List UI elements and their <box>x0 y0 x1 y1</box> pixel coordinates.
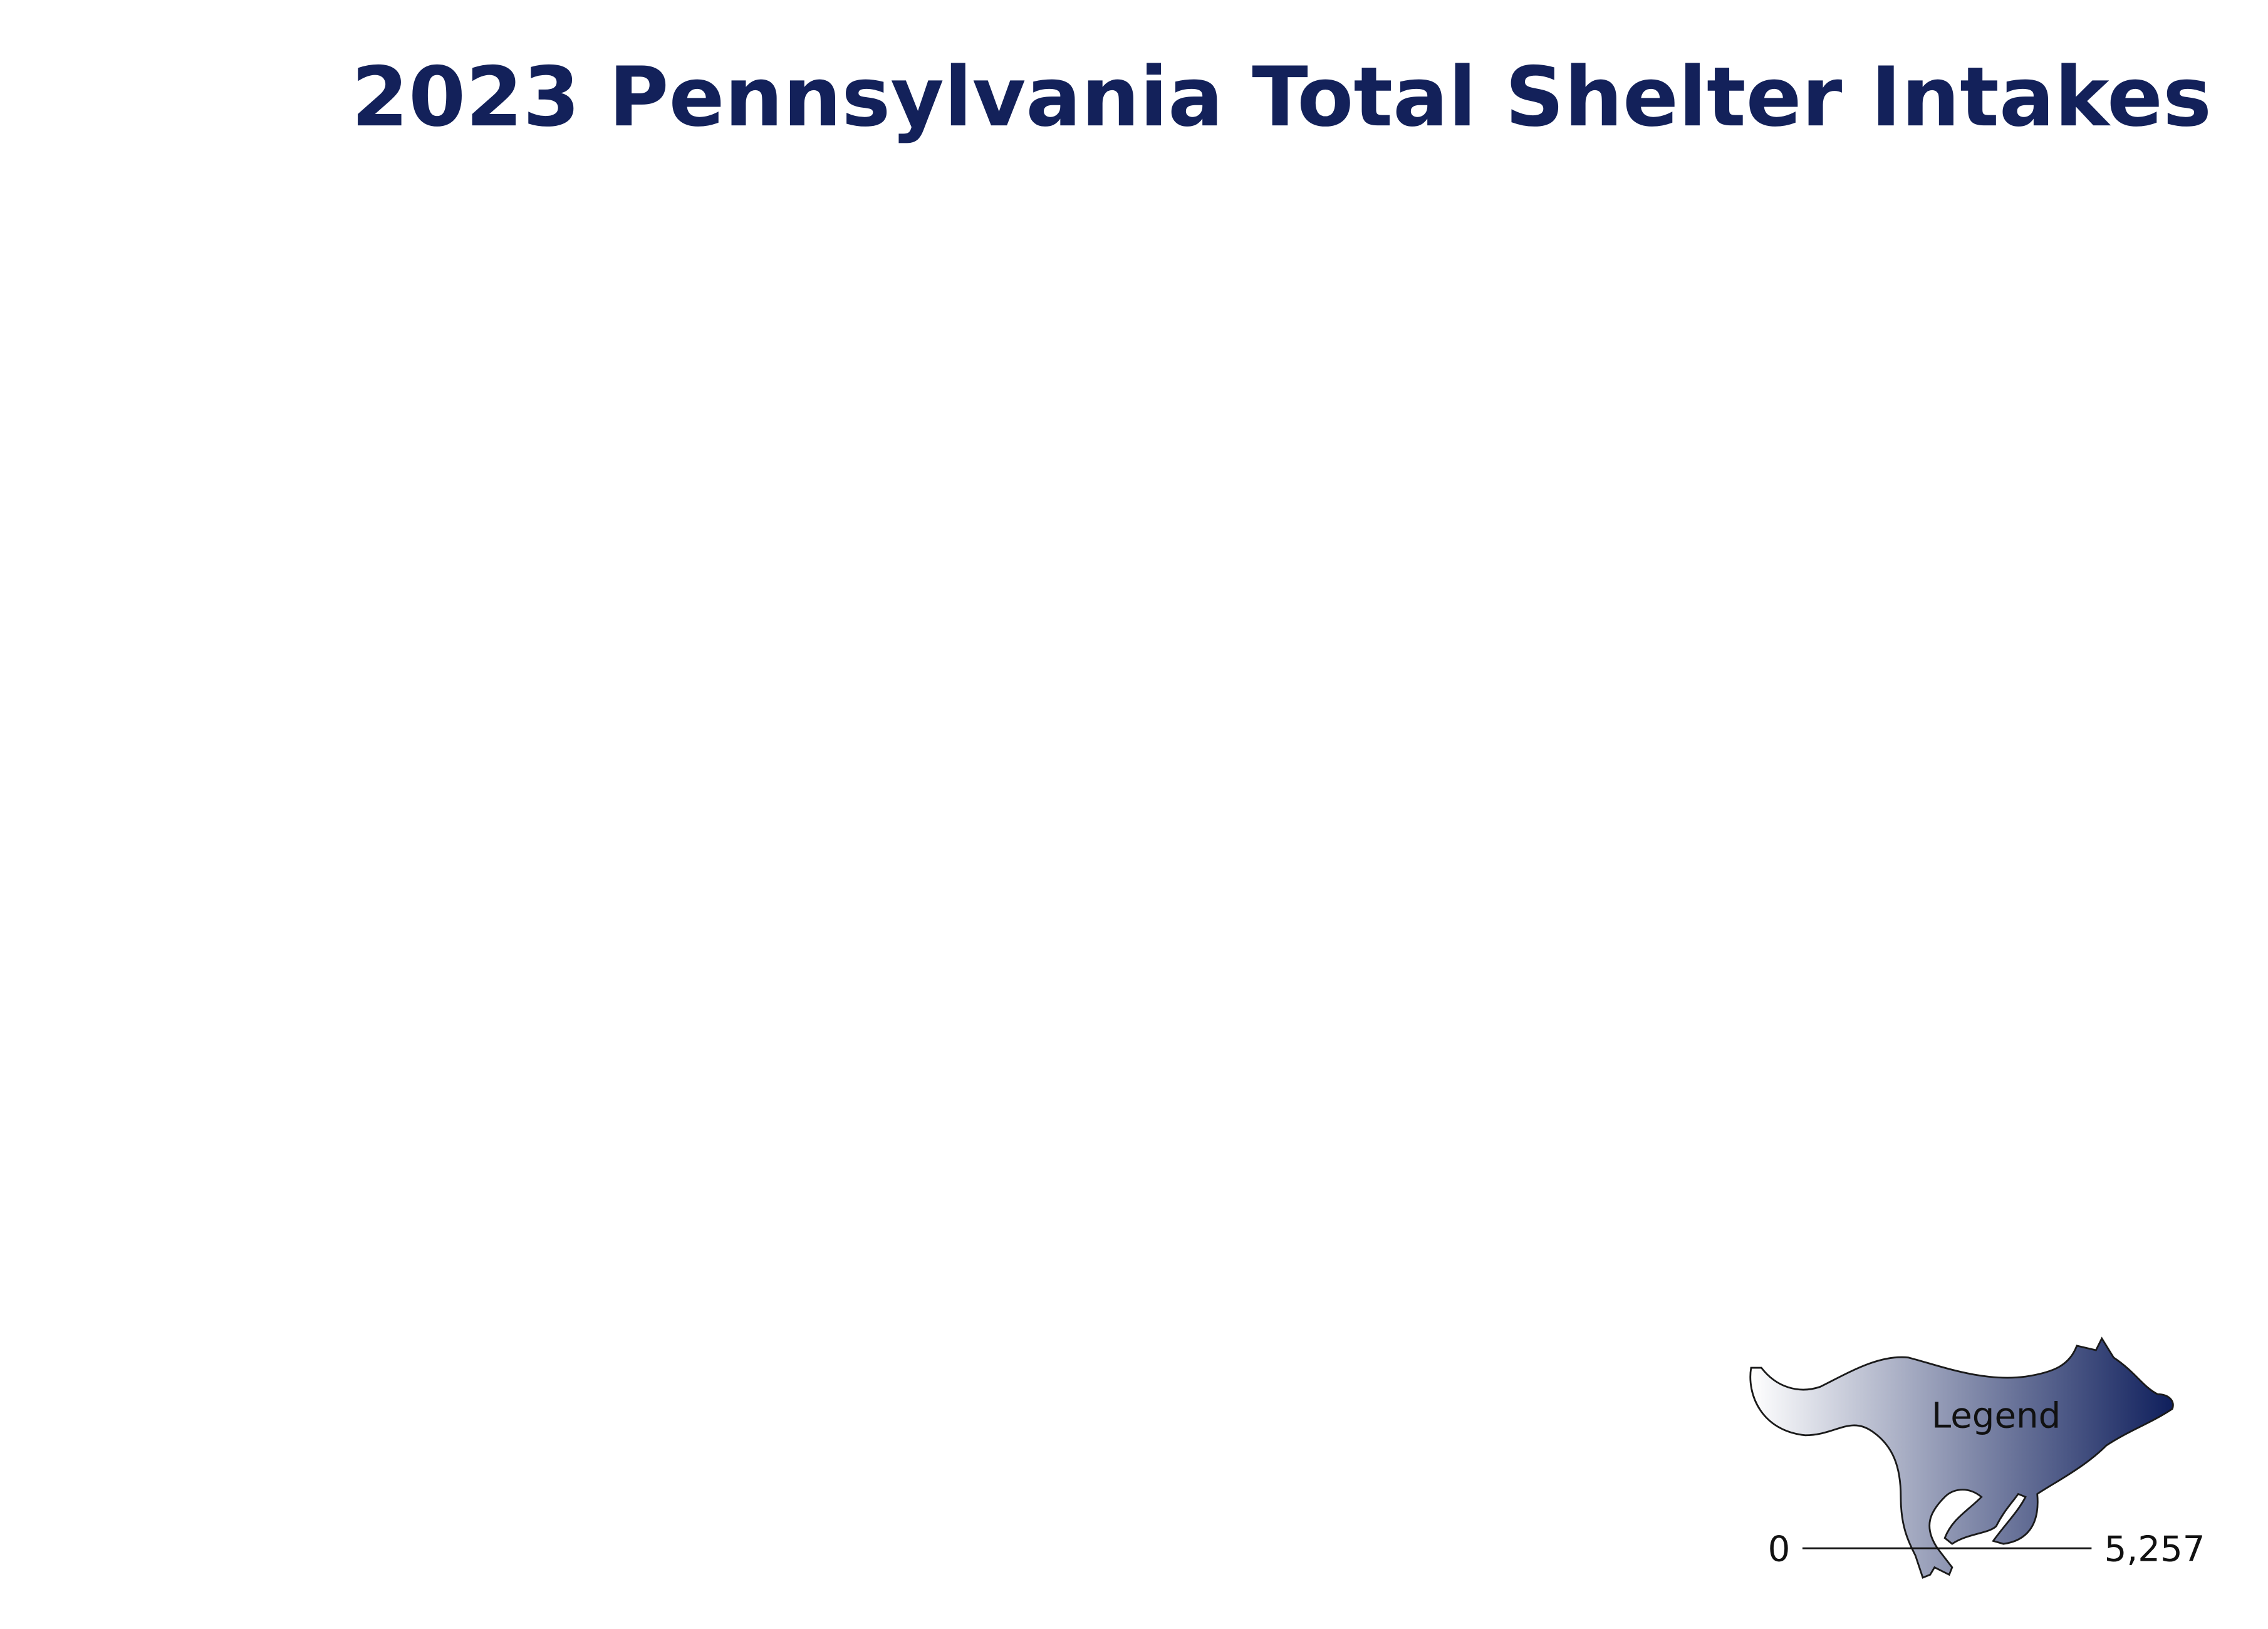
map-title: 2023 Pennsylvania Total Shelter Intakes <box>351 49 2212 145</box>
legend-dog <box>1749 1336 2174 1579</box>
legend-max-label: 5,257 <box>2104 1529 2205 1569</box>
legend: Legend 0 5,257 <box>1749 1336 2205 1579</box>
legend-min-label: 0 <box>1768 1529 1791 1569</box>
legend-title: Legend <box>1932 1395 2061 1436</box>
